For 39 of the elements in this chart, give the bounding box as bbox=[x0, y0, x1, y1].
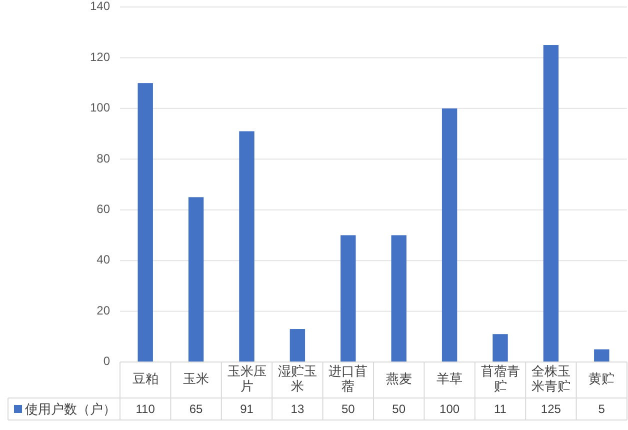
y-tick-label: 40 bbox=[96, 252, 110, 267]
y-tick-label: 60 bbox=[96, 202, 110, 216]
x-tick-label: 全株玉米青贮 bbox=[531, 364, 570, 394]
x-tick-label: 燕麦 bbox=[386, 371, 412, 386]
y-tick-label: 0 bbox=[103, 354, 110, 368]
data-label: 91 bbox=[240, 402, 254, 416]
y-tick-label: 140 bbox=[90, 0, 110, 14]
bar bbox=[188, 197, 204, 362]
data-label: 5 bbox=[598, 402, 606, 416]
y-tick-label: 80 bbox=[96, 151, 110, 166]
bar bbox=[290, 329, 306, 362]
legend: 使用户数（户） bbox=[14, 401, 116, 416]
x-tick-label: 黄贮 bbox=[588, 371, 615, 386]
data-label: 65 bbox=[189, 402, 204, 416]
bar bbox=[543, 45, 559, 362]
y-tick-label: 20 bbox=[96, 303, 110, 318]
bar bbox=[492, 334, 508, 362]
bar bbox=[442, 108, 458, 362]
bar bbox=[391, 235, 406, 362]
data-label: 50 bbox=[392, 402, 406, 416]
x-tick-label: 湿贮玉米 bbox=[278, 364, 317, 394]
y-tick-label: 100 bbox=[90, 100, 110, 115]
data-label: 125 bbox=[540, 402, 562, 416]
bar bbox=[138, 83, 153, 362]
bar bbox=[340, 235, 356, 362]
data-label: 50 bbox=[341, 402, 356, 416]
x-tick-label: 玉米压片 bbox=[227, 364, 266, 394]
y-tick-label: 120 bbox=[90, 50, 110, 64]
data-label: 13 bbox=[290, 402, 304, 416]
data-label: 11 bbox=[494, 402, 507, 416]
x-tick-label: 苜蓿青贮 bbox=[480, 364, 520, 394]
data-label: 110 bbox=[136, 402, 156, 416]
x-tick-label: 进口苜蓿 bbox=[328, 364, 368, 394]
bar bbox=[239, 131, 254, 362]
x-tick-label: 玉米 bbox=[183, 371, 210, 386]
x-tick-label: 豆粕 bbox=[132, 371, 158, 386]
bar bbox=[594, 349, 610, 362]
data-label: 100 bbox=[440, 402, 460, 416]
x-tick-label: 羊草 bbox=[436, 371, 463, 386]
